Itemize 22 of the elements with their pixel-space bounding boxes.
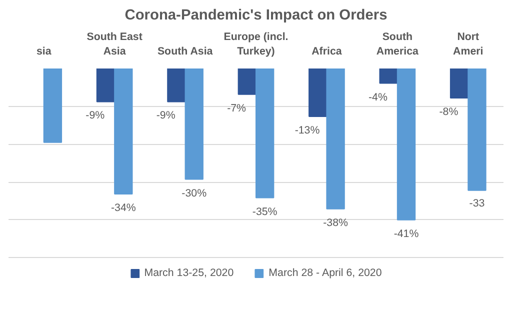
x-tick-label: South America xyxy=(376,31,419,58)
data-label: -35% xyxy=(252,206,278,218)
data-label: -34% xyxy=(110,202,136,214)
data-label: -4% xyxy=(368,91,388,104)
data-label: -30% xyxy=(182,187,208,200)
x-tick-label: South East Asia xyxy=(86,31,143,58)
data-label: -7% xyxy=(227,102,247,114)
data-label: -9% xyxy=(86,110,106,122)
data-label: -33 xyxy=(469,197,485,210)
legend-label: March 13-25, 2020 xyxy=(144,267,234,279)
x-tick-label: South Asia xyxy=(157,46,213,58)
data-label: -13% xyxy=(294,124,320,137)
data-label: -9% xyxy=(156,110,176,122)
x-tick-label: Europe (incl. Turkey) xyxy=(224,31,288,58)
x-tick-label: Nort Ameri xyxy=(453,31,484,58)
data-label: -41% xyxy=(394,228,420,240)
legend-label: March 28 - April 6, 2020 xyxy=(268,267,382,279)
data-label: -8% xyxy=(439,106,459,118)
chart-title: Corona-Pandemic's Impact on Orders xyxy=(124,8,388,24)
x-tick-label: sia xyxy=(36,46,52,58)
data-label: -38% xyxy=(323,216,349,229)
x-tick-label: Africa xyxy=(312,46,342,58)
